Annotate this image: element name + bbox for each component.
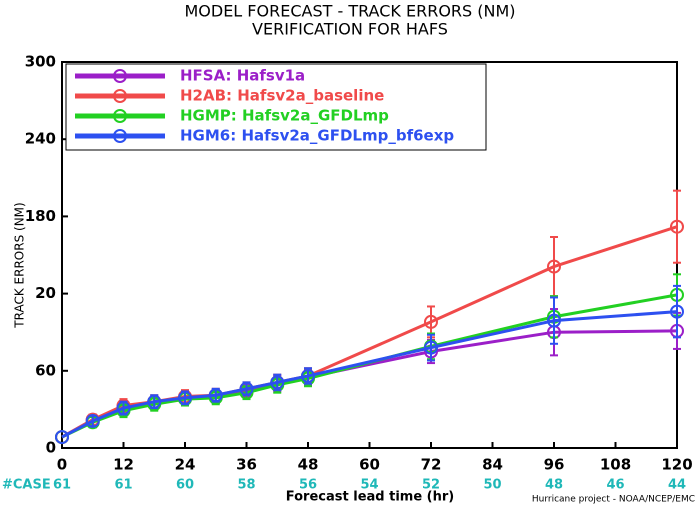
x-tick-label: 72 bbox=[421, 456, 442, 474]
data-point bbox=[239, 381, 254, 396]
data-point bbox=[424, 340, 438, 355]
x-tick-label: 120 bbox=[661, 456, 692, 474]
data-point bbox=[116, 401, 131, 416]
case-count: 61 bbox=[114, 478, 132, 493]
data-point bbox=[424, 314, 438, 329]
data-point bbox=[270, 375, 285, 390]
series-line bbox=[61, 329, 678, 439]
footnote: Hurricane project - NOAA/NCEP/EMC bbox=[532, 495, 695, 505]
series-line bbox=[61, 293, 678, 439]
data-point bbox=[670, 304, 684, 319]
case-count: 54 bbox=[360, 478, 378, 493]
x-tick-label: 96 bbox=[544, 456, 565, 474]
x-tick-label: 36 bbox=[236, 456, 257, 474]
case-count: 44 bbox=[668, 478, 686, 493]
legend-marker bbox=[113, 129, 127, 143]
x-tick-label: 108 bbox=[600, 456, 631, 474]
legend-label: HGM6: Hafsv2a_GFDLmp_bf6exp bbox=[180, 127, 454, 145]
data-point bbox=[85, 413, 100, 428]
y-tick-label: 0 bbox=[46, 439, 56, 457]
case-count: 52 bbox=[422, 478, 440, 493]
case-count: 48 bbox=[545, 478, 563, 493]
case-count: 58 bbox=[237, 478, 255, 493]
data-point bbox=[547, 313, 561, 328]
legend-marker bbox=[113, 69, 127, 83]
data-point bbox=[178, 390, 192, 405]
x-axis-label: Forecast lead time (hr) bbox=[286, 490, 454, 505]
data-point bbox=[670, 219, 684, 234]
data-point bbox=[147, 394, 162, 409]
chart-subtitle: VERIFICATION FOR HAFS bbox=[252, 20, 448, 39]
x-tick-label: 0 bbox=[57, 456, 67, 474]
y-tick-label: 180 bbox=[25, 207, 56, 225]
case-label: #CASE bbox=[2, 478, 51, 493]
legend-label: H2AB: Hafsv2a_baseline bbox=[180, 87, 384, 105]
x-tick-label: 84 bbox=[482, 456, 503, 474]
chart-title: MODEL FORECAST - TRACK ERRORS (NM) bbox=[184, 2, 515, 21]
case-count: 60 bbox=[176, 478, 194, 493]
y-tick-label: 20 bbox=[35, 284, 56, 302]
legend-label: HFSA: Hafsv1a bbox=[180, 67, 305, 85]
x-tick-label: 48 bbox=[298, 456, 319, 474]
x-tick-label: 24 bbox=[175, 456, 196, 474]
x-tick-label: 12 bbox=[113, 456, 134, 474]
y-tick-label: 300 bbox=[25, 53, 56, 71]
data-point bbox=[208, 388, 223, 403]
case-count: 50 bbox=[483, 478, 501, 493]
data-point bbox=[301, 368, 315, 383]
legend-marker bbox=[113, 89, 127, 103]
legend-label: HGMP: Hafsv2a_GFDLmp bbox=[180, 107, 389, 125]
case-count: 56 bbox=[299, 478, 317, 493]
data-point bbox=[547, 259, 561, 274]
y-tick-label: 60 bbox=[35, 361, 56, 379]
y-tick-label: 240 bbox=[25, 130, 56, 148]
data-point bbox=[55, 430, 69, 445]
case-count: 61 bbox=[53, 478, 71, 493]
case-count: 46 bbox=[606, 478, 624, 493]
x-tick-label: 60 bbox=[359, 456, 380, 474]
legend-marker bbox=[113, 109, 127, 123]
y-axis-label: TRACK ERRORS (NM) bbox=[13, 202, 27, 328]
